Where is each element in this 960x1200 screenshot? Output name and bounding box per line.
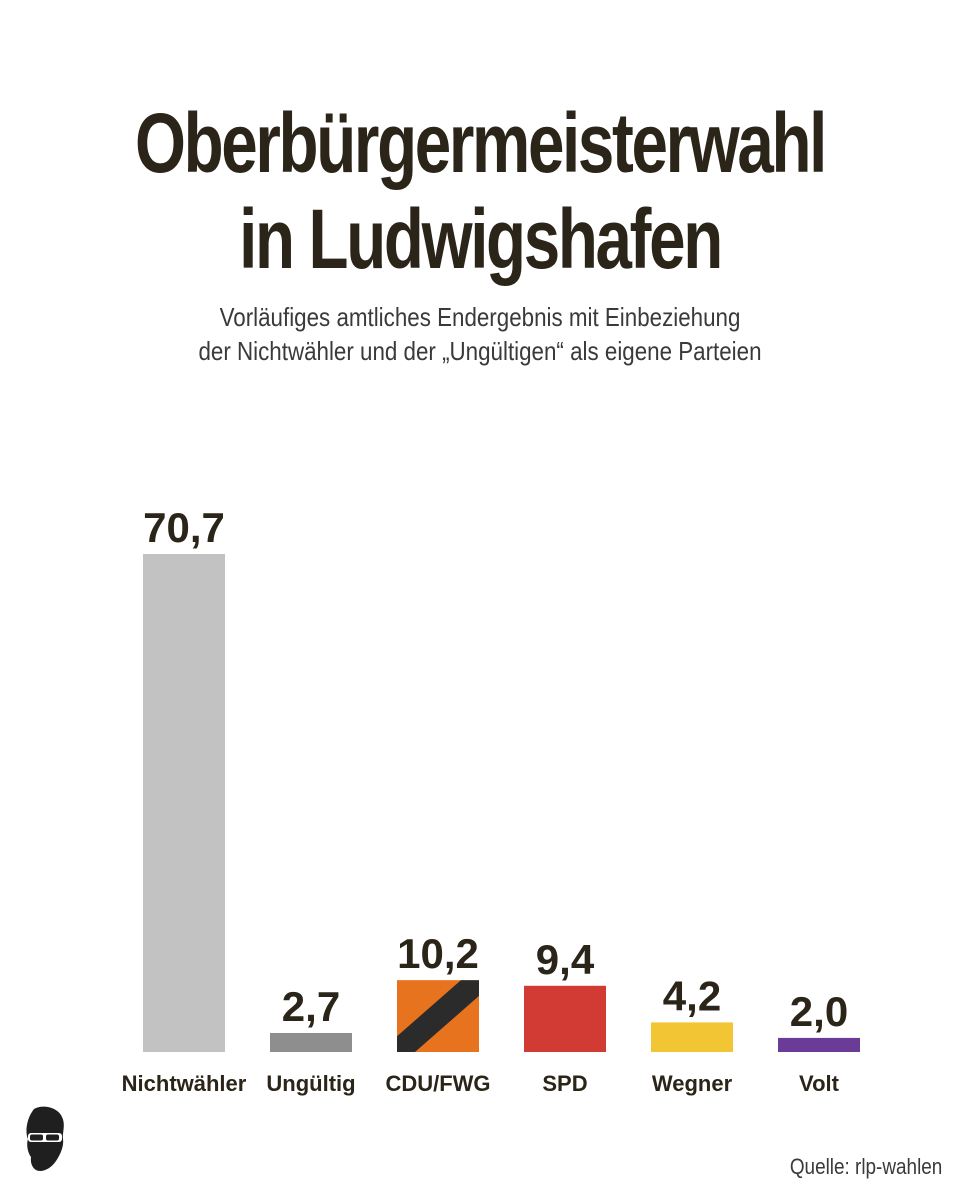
bar-wegner: [651, 1022, 733, 1052]
subtitle-line-2: der Nichtwähler und der „Ungültigen“ als…: [198, 336, 762, 366]
value-label: 70,7: [143, 504, 225, 551]
category-label: SPD: [542, 1071, 587, 1096]
title-line-1: Oberbürgermeisterwahl: [134, 96, 827, 190]
bars-group: [143, 554, 860, 1052]
category-labels-group: Nichtwähler Ungültig CDU/FWG SPD Wegner Volt: [122, 1071, 840, 1096]
face-with-sunglasses-icon: [26, 1106, 64, 1171]
subtitle: Vorläufiges amtliches Endergebnis mit Ei…: [67, 300, 893, 368]
source-label: Quelle: rlp-wahlen: [789, 1154, 942, 1179]
bar-ung-ltig: [270, 1032, 352, 1052]
bar-nichtw-hler: [143, 554, 225, 1052]
bar-cdu-fwg: [397, 980, 479, 1052]
value-label: 4,2: [663, 972, 721, 1019]
page-title: Oberbürgermeisterwahl in Ludwigshafen: [106, 95, 855, 287]
bar-spd: [524, 985, 606, 1052]
title-line-2: in Ludwigshafen: [239, 192, 723, 286]
subtitle-line-1: Vorläufiges amtliches Endergebnis mit Ei…: [219, 302, 741, 332]
value-label: 2,0: [790, 988, 848, 1035]
category-label: Ungültig: [266, 1071, 355, 1096]
category-label: Wegner: [652, 1071, 733, 1096]
bar-chart: 70,7 2,7 10,2 9,4 4,2 2,0 Nichtwähler Ungültig…: [122, 504, 860, 1096]
category-label: CDU/FWG: [385, 1071, 490, 1096]
category-label: Volt: [799, 1071, 840, 1096]
value-labels-group: 70,7 2,7 10,2 9,4 4,2 2,0: [143, 504, 848, 1035]
bar-volt: [778, 1037, 860, 1052]
value-label: 10,2: [397, 930, 479, 977]
category-label: Nichtwähler: [122, 1071, 247, 1096]
value-label: 2,7: [282, 983, 340, 1030]
value-label: 9,4: [536, 936, 595, 983]
